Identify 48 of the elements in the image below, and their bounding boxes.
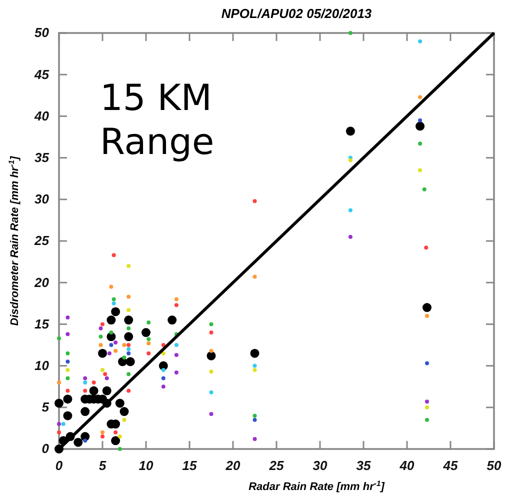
y-tick-label: 15 xyxy=(34,316,50,332)
x-tick-label: 5 xyxy=(98,458,107,474)
point xyxy=(124,316,134,325)
point xyxy=(89,386,98,396)
point xyxy=(168,316,177,325)
x-tick-label: 40 xyxy=(398,458,415,474)
x-tick-label: 10 xyxy=(138,458,154,474)
point xyxy=(106,316,116,325)
x-tick-label: 30 xyxy=(312,458,328,474)
y-tick-label: 25 xyxy=(34,233,50,248)
y-tick-label: 45 xyxy=(34,66,50,82)
point xyxy=(115,398,124,408)
point xyxy=(206,351,216,360)
y-tick-label: 10 xyxy=(34,358,50,373)
x-axis-title: Radar Rain Rate [mm hr$^{-1}$] xyxy=(248,478,385,493)
point xyxy=(111,307,120,316)
x-tick-label: 0 xyxy=(55,458,64,474)
y-tick-label: 0 xyxy=(42,441,50,456)
point xyxy=(80,407,90,416)
x-tick-label: 20 xyxy=(224,458,241,474)
x-tick-label: 15 xyxy=(182,458,198,474)
x-tick-label: 50 xyxy=(486,458,502,474)
y-tick-label: 40 xyxy=(34,108,50,124)
y-tick-label: 50 xyxy=(34,25,50,40)
point xyxy=(250,348,260,358)
point xyxy=(346,126,355,136)
point xyxy=(422,303,432,312)
point xyxy=(416,122,425,131)
point xyxy=(124,332,134,342)
point xyxy=(120,407,129,416)
y-tick-label: 5 xyxy=(42,400,50,415)
point xyxy=(63,394,72,404)
annotation: 15 KM Range xyxy=(100,78,214,163)
point xyxy=(111,436,120,446)
point xyxy=(126,357,135,366)
point xyxy=(142,328,150,338)
point xyxy=(54,398,64,408)
point xyxy=(102,386,112,396)
x-tick-label: 45 xyxy=(442,458,458,474)
x-tick-label: 35 xyxy=(356,458,372,474)
x-tick-label: 25 xyxy=(268,458,284,474)
y-tick-label: 20 xyxy=(34,274,50,290)
point xyxy=(98,348,107,358)
point xyxy=(63,411,72,420)
point xyxy=(74,438,83,447)
chart-title: NPOL/APU02 05/20/2013 xyxy=(221,6,372,21)
y-tick-label: 30 xyxy=(34,192,50,207)
y-tick-label: 35 xyxy=(34,150,50,165)
